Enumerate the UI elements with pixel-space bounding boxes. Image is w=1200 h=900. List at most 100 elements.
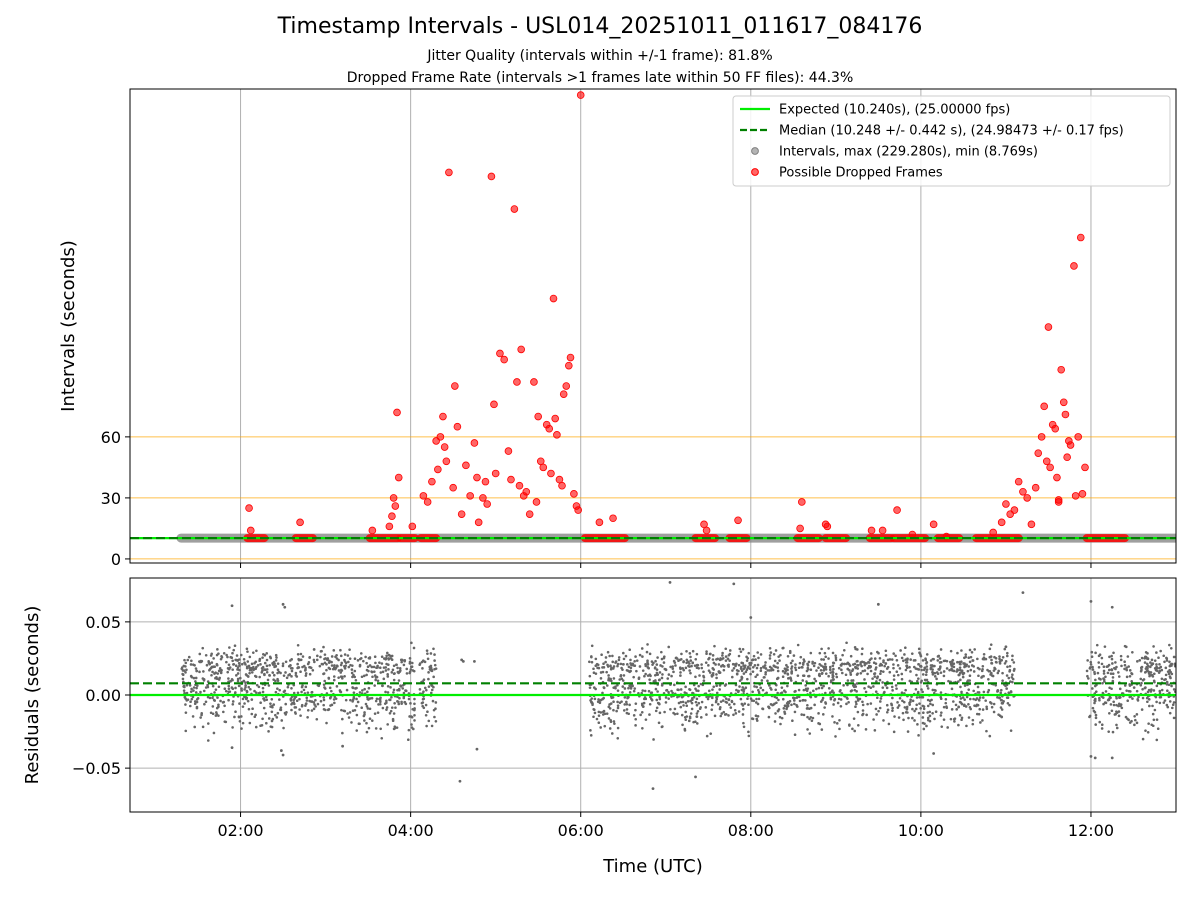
residual-point: [807, 674, 811, 678]
residual-point: [199, 716, 202, 719]
residual-point: [1155, 666, 1159, 670]
residual-point: [1166, 705, 1170, 709]
legend-label: Intervals, max (229.280s), min (8.769s): [779, 145, 1038, 160]
residual-point: [210, 652, 213, 656]
residual-point: [863, 663, 867, 667]
residual-point: [978, 707, 982, 711]
residual-point: [981, 719, 984, 722]
residual-point: [909, 670, 912, 673]
residual-point: [1147, 688, 1151, 692]
residual-point: [292, 691, 296, 695]
residual-point: [1012, 669, 1016, 672]
residual-point: [1150, 673, 1154, 677]
residual-point: [195, 698, 199, 701]
residual-point: [699, 716, 703, 719]
residual-point: [622, 674, 626, 677]
residual-point: [876, 602, 880, 606]
residual-point: [699, 682, 703, 686]
residual-point: [817, 712, 820, 715]
residual-point: [1011, 654, 1014, 658]
residual-point: [322, 698, 326, 702]
residual-point: [390, 671, 394, 674]
dropped-frame-point: [867, 526, 876, 535]
residual-point: [1120, 664, 1123, 668]
dropped-frame-point: [566, 353, 575, 362]
residual-point: [644, 718, 648, 721]
residual-point: [737, 689, 740, 693]
residual-point: [861, 700, 864, 704]
residual-point: [429, 652, 433, 655]
residual-point: [1094, 713, 1098, 717]
residual-point: [797, 688, 801, 692]
residual-point: [896, 673, 900, 677]
residual-point: [845, 641, 848, 645]
residual-point: [257, 685, 261, 689]
residual-point: [902, 700, 906, 704]
residual-point: [677, 688, 680, 692]
residual-point: [1012, 661, 1016, 664]
residual-point: [604, 656, 608, 659]
residual-point: [781, 697, 785, 701]
residual-point: [846, 667, 850, 671]
residual-point: [1151, 704, 1154, 708]
residual-point: [689, 655, 692, 659]
residual-point: [744, 670, 748, 674]
residual-point: [673, 707, 677, 711]
residual-point: [1098, 720, 1102, 724]
residual-point: [918, 702, 921, 705]
residual-point: [390, 695, 393, 699]
residual-point: [949, 649, 953, 653]
residual-point: [946, 726, 949, 729]
residual-point: [822, 658, 826, 661]
residual-point: [274, 665, 278, 668]
residual-point: [955, 708, 959, 711]
residual-point: [742, 721, 745, 725]
residual-point: [931, 670, 934, 674]
residual-point: [802, 713, 806, 717]
residual-point: [370, 696, 374, 700]
residual-point: [956, 668, 959, 671]
residual-point: [827, 647, 830, 650]
residual-point: [1153, 672, 1156, 676]
residual-point: [742, 690, 745, 693]
residual-point: [244, 685, 247, 689]
residual-point: [798, 661, 802, 665]
residual-point: [794, 689, 797, 693]
residual-point: [1153, 708, 1157, 712]
residual-point: [384, 690, 387, 694]
residual-point: [873, 675, 877, 678]
residual-point: [198, 652, 202, 656]
residual-point: [887, 722, 891, 726]
residual-point: [968, 648, 972, 652]
residual-point: [859, 661, 863, 664]
residual-point: [711, 672, 715, 675]
residual-point: [306, 716, 309, 719]
residual-point: [339, 663, 343, 667]
residual-point: [261, 665, 265, 669]
residual-point: [707, 664, 710, 667]
residual-point: [768, 657, 772, 660]
residual-point: [695, 715, 698, 718]
residual-point: [988, 734, 992, 738]
residual-point: [770, 688, 773, 691]
residual-point: [801, 699, 805, 702]
residual-point: [1170, 664, 1173, 667]
residual-point: [368, 697, 372, 700]
residual-point: [1097, 661, 1101, 664]
residual-point: [341, 744, 345, 748]
residual-point: [410, 665, 413, 669]
dropped-frame-point: [530, 378, 538, 386]
residual-point: [634, 708, 637, 712]
residual-point: [599, 711, 603, 714]
residual-point: [1110, 657, 1114, 661]
dropped-frame-point: [1040, 402, 1048, 411]
residual-point: [641, 669, 645, 672]
residual-point: [1003, 662, 1007, 665]
residual-point: [939, 714, 943, 717]
residual-point: [611, 654, 614, 658]
residual-point: [709, 652, 712, 656]
residual-point: [900, 656, 904, 660]
residual-point: [248, 655, 252, 659]
residual-point: [873, 657, 877, 660]
residual-point: [821, 713, 825, 716]
